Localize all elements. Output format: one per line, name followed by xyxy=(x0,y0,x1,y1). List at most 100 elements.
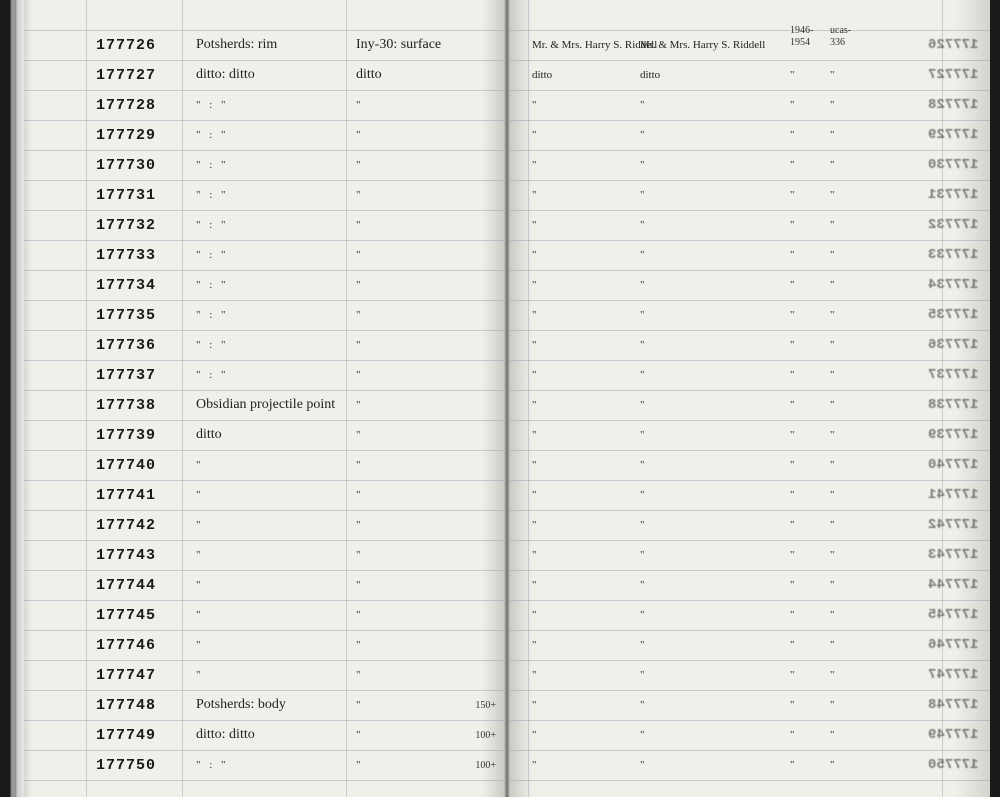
collector: " xyxy=(532,219,540,231)
date: " xyxy=(790,609,798,621)
collector: " xyxy=(532,729,540,741)
bleedthrough-number: 177746 xyxy=(928,637,978,653)
collector: " xyxy=(532,669,540,681)
location: " xyxy=(356,129,364,141)
accession: " xyxy=(830,639,838,651)
ledger-row: 177740"" xyxy=(24,450,504,480)
bleedthrough-number: 177744 xyxy=(928,577,978,593)
location: ditto xyxy=(356,67,382,83)
ledger-row: """"177733 xyxy=(510,240,990,270)
date: " xyxy=(790,369,798,381)
accession: " xyxy=(830,369,838,381)
date: " xyxy=(790,159,798,171)
date: " xyxy=(790,759,798,771)
description: " : " xyxy=(196,759,229,771)
location: " xyxy=(356,99,364,111)
bleedthrough-number: 177726 xyxy=(928,37,978,53)
description: " xyxy=(196,639,204,651)
bleedthrough-number: 177737 xyxy=(928,367,978,383)
description: ditto: ditto xyxy=(196,727,255,743)
collector: ditto xyxy=(532,69,552,81)
page-stack-edges xyxy=(10,0,24,797)
bleedthrough-number: 177747 xyxy=(928,667,978,683)
date: " xyxy=(790,219,798,231)
location: " xyxy=(356,189,364,201)
catalog-number: 177729 xyxy=(96,127,156,144)
location: " xyxy=(356,459,364,471)
bleedthrough-number: 177740 xyxy=(928,457,978,473)
accession: " xyxy=(830,69,838,81)
bleedthrough-number: 177727 xyxy=(928,67,978,83)
catalog-number: 177742 xyxy=(96,517,156,534)
description: " xyxy=(196,519,204,531)
accession: " xyxy=(830,279,838,291)
donor: ditto xyxy=(640,69,660,81)
catalog-number: 177735 xyxy=(96,307,156,324)
collector: " xyxy=(532,399,540,411)
ledger-row: """"177737 xyxy=(510,360,990,390)
donor: " xyxy=(640,489,648,501)
accession: " xyxy=(830,609,838,621)
ledger-row: Mr. & Mrs. Harry S. RiddellMr. & Mrs. Ha… xyxy=(510,30,990,60)
donor: " xyxy=(640,399,648,411)
donor: " xyxy=(640,369,648,381)
catalog-number: 177730 xyxy=(96,157,156,174)
accession: " xyxy=(830,729,838,741)
bleedthrough-number: 177739 xyxy=(928,427,978,443)
location: " xyxy=(356,639,364,651)
ledger-row: 177742"" xyxy=(24,510,504,540)
date: " xyxy=(790,549,798,561)
date: " xyxy=(790,189,798,201)
donor: " xyxy=(640,129,648,141)
accession: " xyxy=(830,429,838,441)
date: " xyxy=(790,699,798,711)
accession: " xyxy=(830,459,838,471)
catalog-number: 177728 xyxy=(96,97,156,114)
catalog-number: 177727 xyxy=(96,67,156,84)
catalog-number: 177750 xyxy=(96,757,156,774)
collector: " xyxy=(532,339,540,351)
collector: " xyxy=(532,699,540,711)
date: " xyxy=(790,249,798,261)
count: 100+ xyxy=(475,730,496,741)
date: " xyxy=(790,729,798,741)
catalog-number: 177748 xyxy=(96,697,156,714)
date: " xyxy=(790,339,798,351)
ledger-row: 177726Potsherds: rimIny-30: surface xyxy=(24,30,504,60)
ledger-row: 177727ditto: dittoditto xyxy=(24,60,504,90)
description: " xyxy=(196,609,204,621)
donor: " xyxy=(640,519,648,531)
ledger-left-page: 177726Potsherds: rimIny-30: surface 17772… xyxy=(24,0,504,797)
description: ditto xyxy=(196,427,222,443)
ledger-right-page: Mr. & Mrs. Harry S. RiddellMr. & Mrs. Ha… xyxy=(510,0,990,797)
donor: " xyxy=(640,699,648,711)
bleedthrough-number: 177731 xyxy=(928,187,978,203)
description: " xyxy=(196,579,204,591)
ledger-row: 177736" : "" xyxy=(24,330,504,360)
date: " xyxy=(790,669,798,681)
accession: " xyxy=(830,759,838,771)
catalog-number: 177744 xyxy=(96,577,156,594)
date: " xyxy=(790,519,798,531)
collector: " xyxy=(532,759,540,771)
ledger-row: 177741"" xyxy=(24,480,504,510)
location: " xyxy=(356,369,364,381)
bleedthrough-number: 177742 xyxy=(928,517,978,533)
donor: " xyxy=(640,609,648,621)
ledger-row: """"177736 xyxy=(510,330,990,360)
date: " xyxy=(790,309,798,321)
accession: " xyxy=(830,489,838,501)
date: " xyxy=(790,279,798,291)
collector: Mr. & Mrs. Harry S. Riddell xyxy=(532,39,657,51)
ledger-row: """"177731 xyxy=(510,180,990,210)
donor: Mr. & Mrs. Harry S. Riddell xyxy=(640,39,765,51)
catalog-number: 177741 xyxy=(96,487,156,504)
collector: " xyxy=(532,639,540,651)
ledger-row: 177739ditto" xyxy=(24,420,504,450)
date: " xyxy=(790,639,798,651)
bleedthrough-number: 177750 xyxy=(928,757,978,773)
bleedthrough-number: 177728 xyxy=(928,97,978,113)
location: " xyxy=(356,729,364,741)
ledger-row: """"177749 xyxy=(510,720,990,750)
description: " : " xyxy=(196,309,229,321)
